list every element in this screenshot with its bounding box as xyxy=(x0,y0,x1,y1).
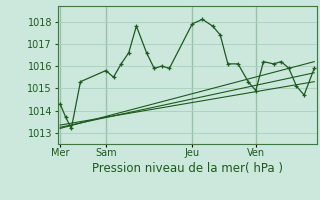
X-axis label: Pression niveau de la mer( hPa ): Pression niveau de la mer( hPa ) xyxy=(92,162,283,175)
